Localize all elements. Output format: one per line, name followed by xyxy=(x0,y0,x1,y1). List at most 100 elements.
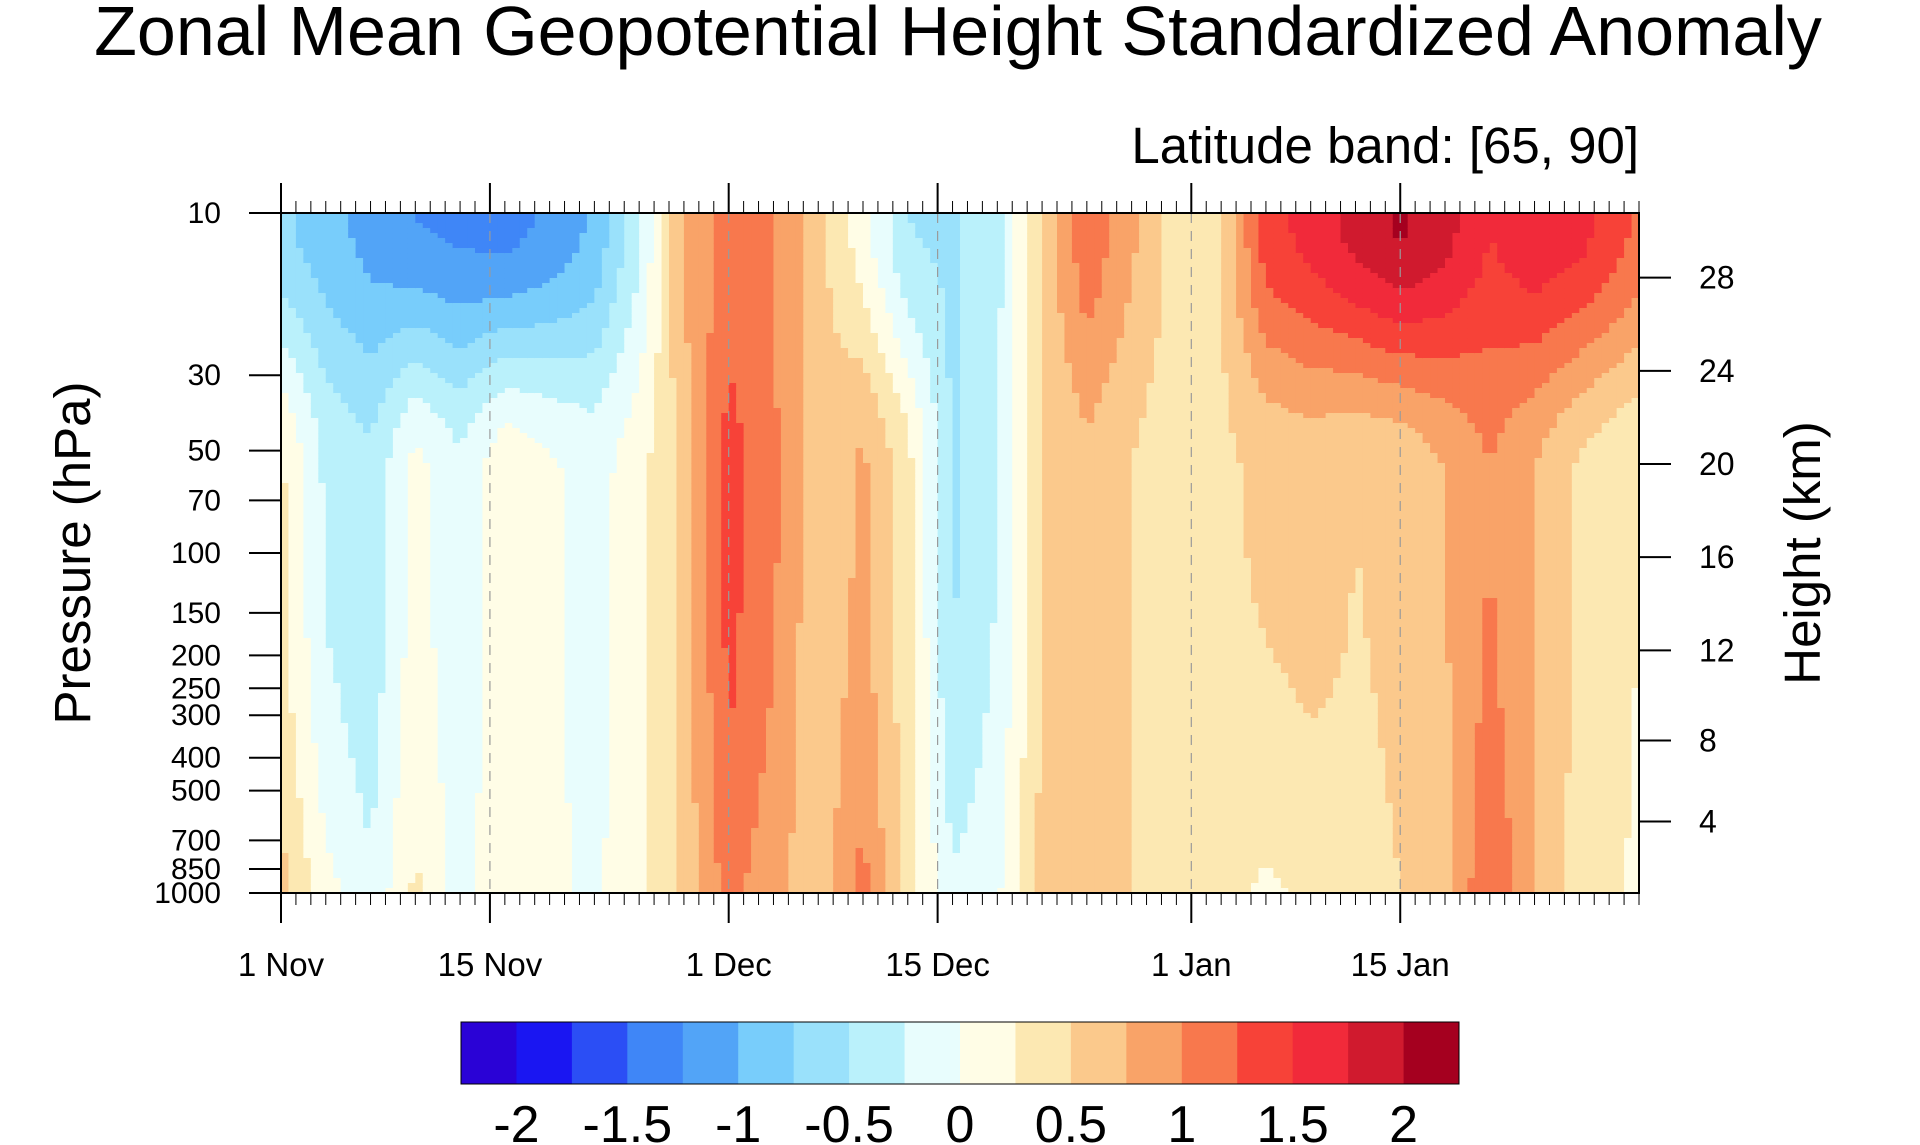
field-cell xyxy=(295,858,304,864)
field-cell xyxy=(392,868,401,874)
field-cell xyxy=(527,243,536,249)
field-cell xyxy=(527,843,536,849)
field-cell xyxy=(534,408,543,414)
field-cell xyxy=(385,558,394,564)
field-cell xyxy=(467,683,476,689)
field-cell xyxy=(400,263,409,269)
field-cell xyxy=(281,428,290,434)
field-cell xyxy=(489,453,498,459)
field-cell xyxy=(325,443,334,449)
field-cell xyxy=(534,853,543,859)
field-cell xyxy=(489,328,498,334)
field-cell xyxy=(325,828,334,834)
field-cell xyxy=(475,213,484,219)
field-cell xyxy=(295,763,304,769)
field-cell xyxy=(295,878,304,884)
field-cell xyxy=(348,223,357,229)
field-cell xyxy=(422,503,431,509)
field-cell xyxy=(497,513,506,519)
field-cell xyxy=(445,323,454,329)
field-cell xyxy=(482,718,491,724)
field-cell xyxy=(452,288,461,294)
field-cell xyxy=(534,538,543,544)
field-cell xyxy=(497,313,506,319)
field-cell xyxy=(527,588,536,594)
field-cell xyxy=(534,223,543,229)
field-cell xyxy=(340,513,349,519)
field-cell xyxy=(400,643,409,649)
field-cell xyxy=(460,358,469,364)
field-cell xyxy=(460,753,469,759)
field-cell xyxy=(542,733,551,739)
field-cell xyxy=(437,688,446,694)
field-cell xyxy=(400,693,409,699)
field-cell xyxy=(415,723,424,729)
field-cell xyxy=(422,643,431,649)
field-cell xyxy=(378,548,387,554)
field-cell xyxy=(385,483,394,489)
field-cell xyxy=(452,528,461,534)
field-cell xyxy=(467,718,476,724)
field-cell xyxy=(355,403,364,409)
field-cell xyxy=(378,448,387,454)
field-cell xyxy=(534,808,543,814)
field-cell xyxy=(355,423,364,429)
field-cell xyxy=(295,368,304,374)
field-cell xyxy=(467,698,476,704)
field-cell xyxy=(527,458,536,464)
field-cell xyxy=(370,723,379,729)
field-cell xyxy=(400,303,409,309)
field-cell xyxy=(519,373,528,379)
field-cell xyxy=(400,868,409,874)
field-cell xyxy=(460,228,469,234)
field-cell xyxy=(363,518,372,524)
field-cell xyxy=(370,608,379,614)
field-cell xyxy=(534,308,543,314)
field-cell xyxy=(318,773,327,779)
field-cell xyxy=(355,703,364,709)
field-cell xyxy=(385,418,394,424)
field-cell xyxy=(445,648,454,654)
field-cell xyxy=(348,643,357,649)
field-cell xyxy=(363,738,372,744)
field-cell xyxy=(348,858,357,864)
field-cell xyxy=(392,623,401,629)
field-cell xyxy=(445,368,454,374)
field-cell xyxy=(407,258,416,264)
field-cell xyxy=(527,578,536,584)
field-cell xyxy=(363,328,372,334)
field-cell xyxy=(549,638,558,644)
field-cell xyxy=(385,223,394,229)
field-cell xyxy=(281,583,290,589)
field-cell xyxy=(422,288,431,294)
field-cell xyxy=(467,848,476,854)
field-cell xyxy=(288,408,297,414)
field-cell xyxy=(363,478,372,484)
field-cell xyxy=(378,513,387,519)
field-cell xyxy=(497,653,506,659)
field-cell xyxy=(542,223,551,229)
field-cell xyxy=(415,293,424,299)
field-cell xyxy=(489,573,498,579)
field-cell xyxy=(303,318,312,324)
field-cell xyxy=(333,833,342,839)
field-cell xyxy=(310,693,319,699)
field-cell xyxy=(333,438,342,444)
field-cell xyxy=(437,438,446,444)
field-cell xyxy=(452,873,461,879)
field-cell xyxy=(378,573,387,579)
field-cell xyxy=(348,233,357,239)
field-cell xyxy=(460,703,469,709)
field-cell xyxy=(452,478,461,484)
field-cell xyxy=(542,328,551,334)
field-cell xyxy=(497,373,506,379)
field-cell xyxy=(527,663,536,669)
field-cell xyxy=(325,438,334,444)
field-cell xyxy=(542,233,551,239)
field-cell xyxy=(318,473,327,479)
field-cell xyxy=(467,538,476,544)
field-cell xyxy=(542,378,551,384)
field-cell xyxy=(318,828,327,834)
field-cell xyxy=(430,588,439,594)
field-cell xyxy=(422,298,431,304)
